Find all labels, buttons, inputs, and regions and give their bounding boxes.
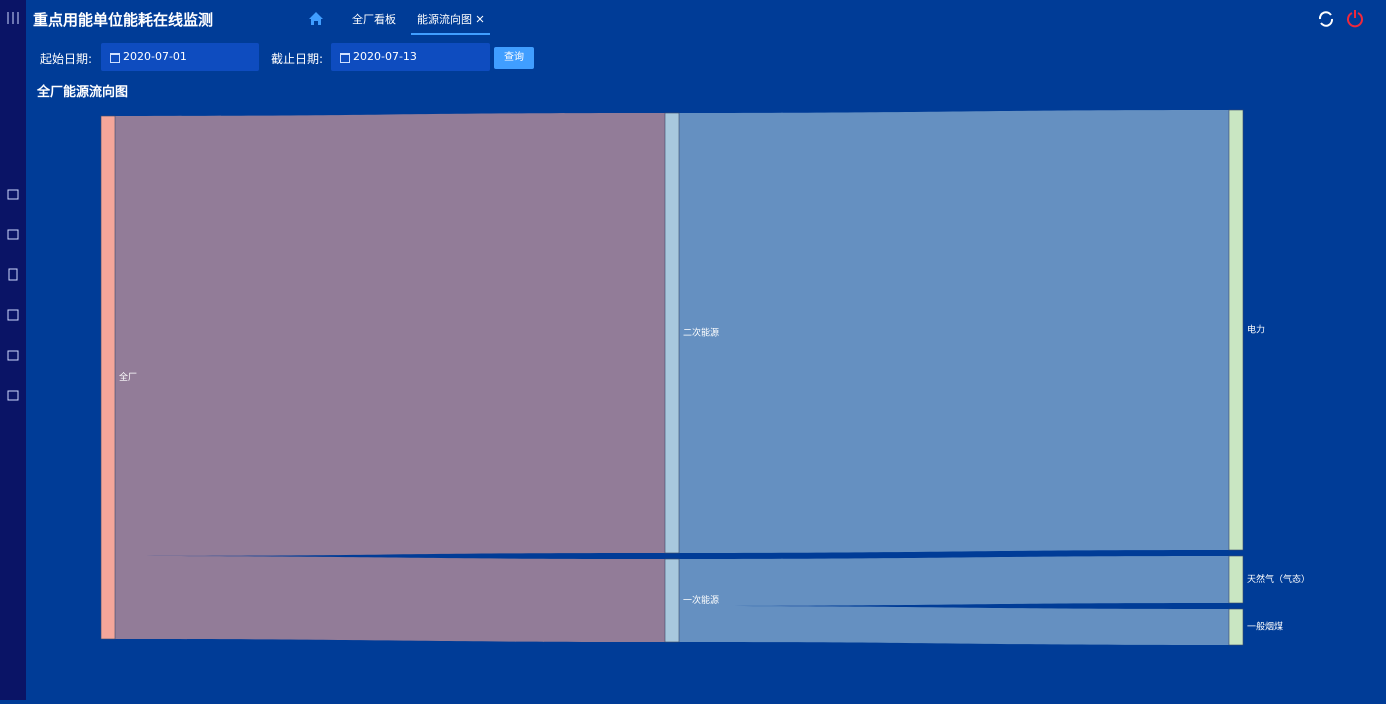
nav-icon[interactable] (8, 268, 18, 281)
top-actions (1318, 10, 1363, 28)
tab[interactable]: 全厂看板 (352, 13, 396, 26)
sankey-node (664, 558, 680, 643)
sankey-node (1228, 555, 1244, 604)
flow-link (115, 113, 665, 556)
filter-label: 截止日期: (271, 52, 324, 66)
node-label: 二次能源 (683, 327, 719, 339)
filter-label: 起始日期: (40, 52, 93, 66)
power-icon[interactable] (1347, 10, 1363, 28)
tab-close[interactable] (476, 15, 484, 23)
sidebar (0, 0, 26, 700)
node-label: 天然气（气态） (1247, 573, 1310, 585)
nav-icon[interactable] (7, 350, 19, 361)
sankey-node (664, 112, 680, 554)
sidebar-icons (7, 12, 19, 401)
flow-link (115, 556, 665, 642)
nav-icon[interactable] (7, 189, 19, 200)
date-input[interactable]: 2020-07-01 (101, 43, 259, 71)
sankey-node (100, 115, 116, 640)
nav-icon[interactable] (7, 390, 19, 401)
app-title: 重点用能单位能耗在线监测 (33, 11, 214, 29)
node-label: 一次能源 (683, 594, 719, 606)
refresh-icon[interactable] (1318, 11, 1334, 27)
node-label: 全厂 (119, 371, 137, 383)
tab[interactable]: 能源流向图 (411, 11, 490, 35)
tab-label: 能源流向图 (417, 13, 472, 26)
nav-icon[interactable] (7, 229, 19, 240)
sankey-node (1228, 608, 1244, 646)
topbar: 重点用能单位能耗在线监测 全厂看板 能源流向图 (26, 0, 1386, 38)
query-button[interactable]: 查询 (494, 47, 534, 69)
node-label: 电力 (1247, 324, 1265, 336)
sankey-node (1228, 109, 1244, 551)
nav-icon[interactable] (7, 309, 19, 321)
home-icon[interactable] (308, 11, 324, 26)
node-label: 一般烟煤 (1247, 621, 1283, 633)
flow-link (679, 606, 1229, 645)
flow-link (679, 556, 1229, 606)
chart-title: 全厂能源流向图 (37, 85, 129, 100)
date-input[interactable]: 2020-07-13 (331, 43, 490, 71)
flow-link (679, 110, 1229, 553)
